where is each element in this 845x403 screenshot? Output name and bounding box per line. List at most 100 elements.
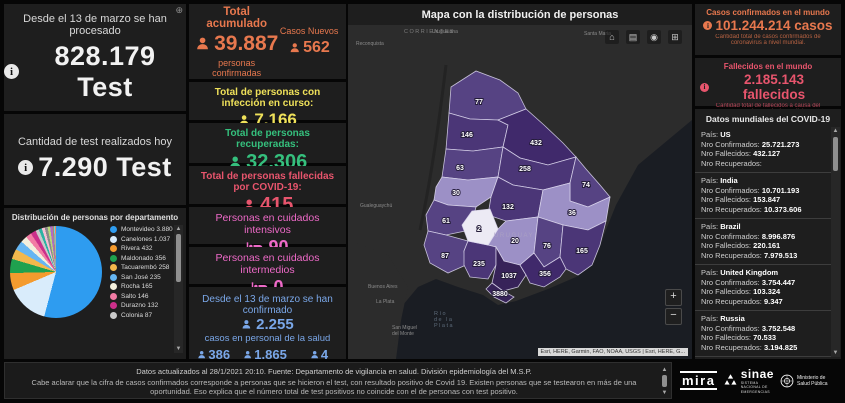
legend-swatch (110, 254, 117, 262)
recovered-title: Total de personas recuperadas: (225, 128, 310, 150)
map-region-value: 1037 (501, 273, 517, 280)
zoom-out-button[interactable]: − (665, 308, 682, 325)
country-field: País: India (701, 176, 738, 185)
country-field: País: Brazil (701, 222, 741, 231)
pie-legend-scrollbar[interactable]: ▲ ▼ (174, 225, 183, 353)
info-icon: i (700, 82, 709, 92)
country-field: Nro Recuperados: 10.373.606 (701, 204, 802, 214)
country-list-scrollbar[interactable]: ▲ ▼ (831, 127, 840, 357)
legend-label: Tacuarembó 258 (121, 264, 170, 271)
panel-recovered: Total de personas recuperadas: 32.306 (189, 123, 346, 173)
sinae-logo: sinae SISTEMA NACIONAL DE EMERGENCIAS (723, 367, 775, 395)
map-region-value: 20 (511, 238, 519, 245)
country-list[interactable]: País: US Nro Confirmados: 25.721.273 Nro F… (695, 127, 831, 359)
legend-item[interactable]: Montevideo 3.880 (110, 226, 184, 233)
legend-icon[interactable]: ▤ (626, 30, 640, 44)
info-icon: i (4, 64, 19, 79)
scroll-up-icon[interactable]: ▲ (661, 367, 668, 373)
country-entry: País: Russia Nro Confirmados: 3.752.548 Nr… (695, 310, 831, 356)
map-region-paysandú[interactable] (441, 146, 504, 181)
accumulated-caption: personas confirmadas (212, 57, 262, 78)
panel-accumulated: Total acumulado 39.887 personas confirma… (189, 4, 346, 79)
map-region-montevideo[interactable] (485, 282, 515, 304)
legend-item[interactable]: Maldonado 356 (110, 254, 184, 262)
sinae-recycle-icon (724, 374, 737, 385)
map-place-label: Reconquista (356, 41, 384, 47)
zoom-in-button[interactable]: + (665, 289, 682, 306)
map-place-label: Gualeguaychú (360, 203, 392, 209)
map-attribution: Esri, HERE, Garmin, FAO, NOAA, USGS | Es… (537, 348, 688, 356)
legend-swatch (110, 235, 117, 243)
scroll-thumb[interactable] (176, 234, 181, 282)
map-region-value: 132 (502, 204, 514, 211)
scroll-thumb[interactable] (833, 137, 838, 171)
tests-total-title: Desde el 13 de marzo se han procesado (23, 12, 167, 37)
info-icon: i (703, 21, 713, 30)
staff-value: 2.255 (256, 316, 294, 333)
person-icon (197, 37, 208, 50)
legend-label: Colonia 87 (121, 311, 153, 319)
map-region-maldonado[interactable] (519, 252, 567, 288)
scroll-thumb[interactable] (662, 375, 667, 387)
map-region-value: 76 (543, 243, 551, 250)
staff-caption: casos en personal de la salud (204, 333, 331, 344)
map-region-value: 258 (519, 166, 531, 173)
footer-notes: Datos actualizados al 28/1/2021 20:10. F… (4, 362, 672, 399)
country-entry: País: Brazil Nro Confirmados: 8.996.876 Nr… (695, 218, 831, 264)
uruguay-choropleth-map[interactable]: 77 146 432 63 258 74 30 132 36 61 20 76 165 87 235 1037… (348, 25, 692, 359)
legend-label: Montevideo 3.880 (121, 226, 173, 233)
accumulated-value: 39.887 (214, 31, 279, 55)
active-title: Total de personas con infección en curso… (214, 87, 321, 109)
map-region-value: 77 (475, 99, 483, 106)
country-field: Nro Recuperados: 3.194.825 (701, 342, 798, 352)
scroll-up-icon[interactable]: ▲ (175, 226, 182, 232)
map-region-value: 3880 (492, 291, 508, 298)
country-field: Nro Confirmados: 10.701.193 (701, 185, 800, 195)
country-field: Nro Confirmados: 8.996.876 (701, 231, 796, 241)
country-field: Nro Fallecidos: 70.533 (701, 333, 777, 342)
footer-updated-line: Datos actualizados al 28/1/2021 20:10. F… (136, 367, 532, 376)
country-field: Nro Confirmados: 3.754.447 (701, 277, 796, 287)
panel-health-staff: Desde el 13 de marzo se han confirmado 2… (189, 287, 346, 372)
new-cases-label: Casos Nuevos (279, 26, 339, 36)
map-title: Mapa con la distribución de personas (348, 4, 692, 25)
map-region-san-josé[interactable] (463, 240, 497, 280)
overview-icon[interactable]: ⊞ (668, 30, 682, 44)
legend-item[interactable]: Canelones 1.037 (110, 235, 184, 243)
person-icon (242, 320, 251, 329)
basemap-icon[interactable]: ◉ (647, 30, 661, 44)
map-toolbar: ⌂ ▤ ◉ ⊞ (605, 30, 682, 44)
legend-item[interactable]: Durazno 132 (110, 302, 184, 309)
legend-item[interactable]: Colonia 87 (110, 311, 184, 319)
country-entry: País: US Nro Confirmados: 25.721.273 Nro F… (695, 127, 831, 172)
map-region-flores[interactable] (461, 208, 499, 246)
map-region-canelones[interactable] (491, 245, 527, 292)
legend-item[interactable]: San José 235 (110, 273, 184, 281)
legend-swatch (110, 226, 117, 233)
legend-item[interactable]: Rocha 165 (110, 283, 184, 290)
panel-intermediate-care: Personas en cuidados intermedios 0 (189, 247, 346, 297)
map-region-value: 30 (452, 190, 460, 197)
panel-expand-icon[interactable]: ⊕ (175, 5, 183, 15)
panel-map: Mapa con la distribución de personas 77 1… (348, 4, 692, 359)
country-entry: País: FranceNro Confirmados: 3.166.107Nr… (695, 356, 831, 359)
legend-label: Durazno 132 (121, 302, 159, 309)
country-field: Nro Fallecidos: 153.847 (701, 195, 781, 204)
scroll-down-icon[interactable]: ▼ (661, 390, 668, 396)
map-place-label: Buenos Aires (368, 284, 398, 290)
legend-item[interactable]: Rivera 432 (110, 245, 184, 252)
legend-label: Rocha 165 (121, 283, 153, 290)
footer-scrollbar[interactable]: ▲ ▼ (660, 366, 669, 397)
scroll-up-icon[interactable]: ▲ (832, 128, 839, 134)
pie-chart[interactable] (10, 226, 102, 319)
map-canvas[interactable]: 77 146 432 63 258 74 30 132 36 61 20 76 165 87 235 1037… (348, 25, 692, 359)
legend-item[interactable]: Salto 146 (110, 292, 184, 300)
country-field: Nro Confirmados: 25.721.273 (701, 139, 800, 149)
scroll-down-icon[interactable]: ▼ (175, 346, 182, 352)
legend-swatch (110, 273, 117, 281)
legend-swatch (110, 245, 117, 252)
home-icon[interactable]: ⌂ (605, 30, 619, 44)
intermediate-title: Personas en cuidados intermedios (215, 252, 320, 276)
scroll-down-icon[interactable]: ▼ (832, 350, 839, 356)
legend-item[interactable]: Tacuarembó 258 (110, 264, 184, 271)
